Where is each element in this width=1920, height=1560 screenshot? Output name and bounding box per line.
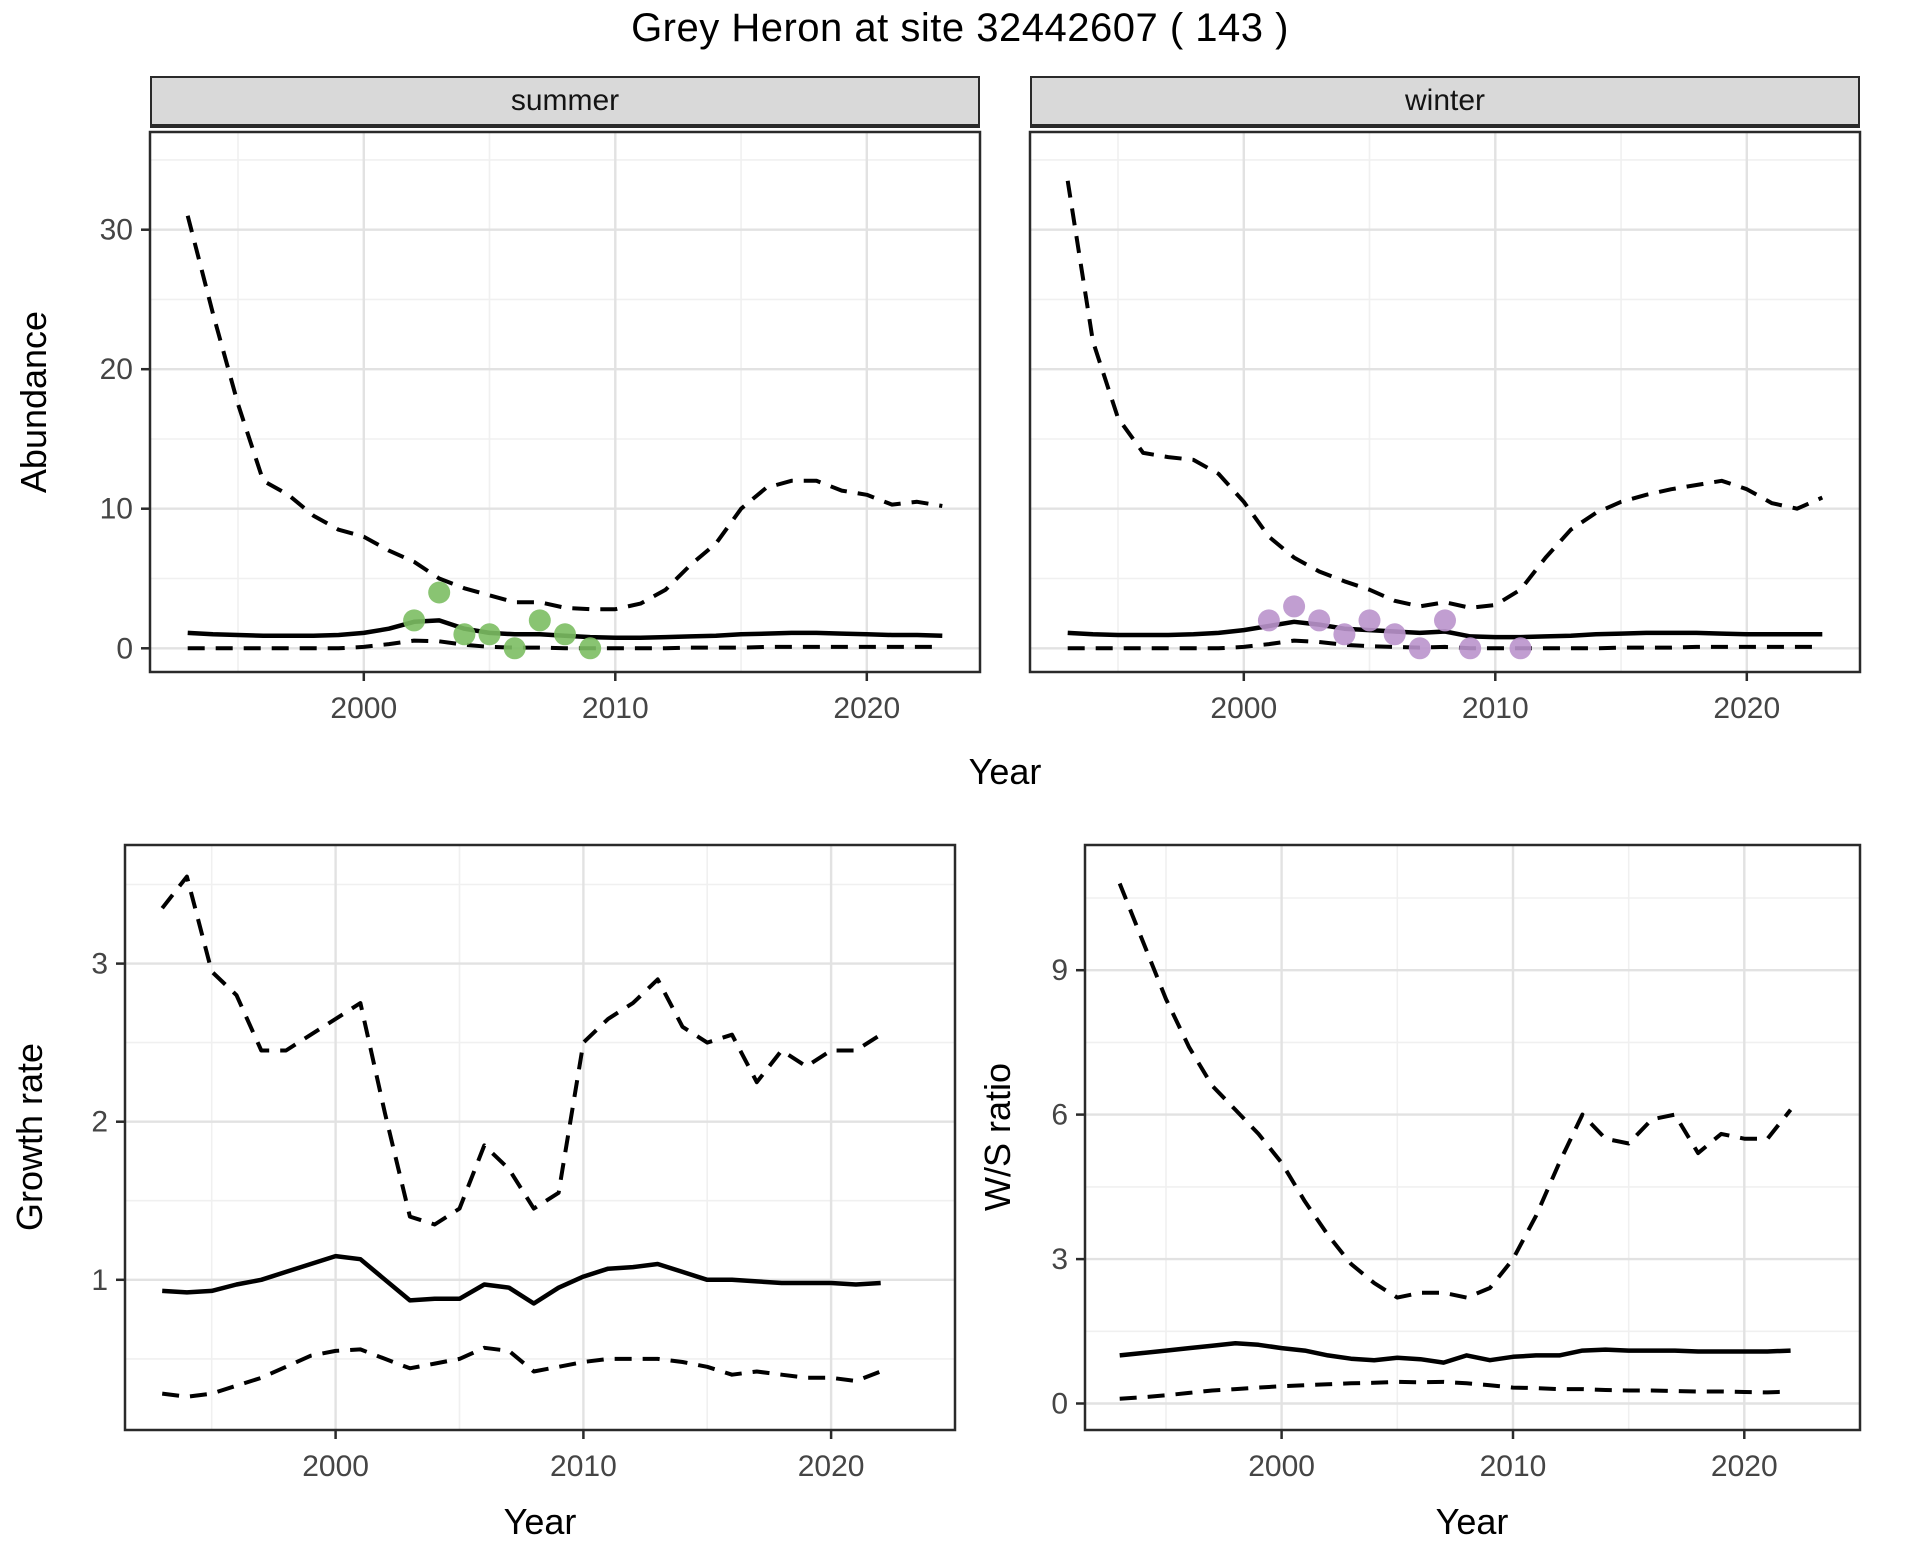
panel-ws-ratio: 2000 2010 2020 0 3 6 9 xyxy=(1051,843,1862,1483)
data-point xyxy=(428,581,451,604)
data-point xyxy=(1434,609,1456,632)
page-title: Grey Heron at site 32442607 ( 143 ) xyxy=(631,6,1289,50)
y-tick-label: 3 xyxy=(91,948,108,981)
data-point xyxy=(1509,637,1532,660)
y-tick-label: 3 xyxy=(1051,1243,1068,1276)
axis-ticks xyxy=(141,228,869,681)
ci-lower-line xyxy=(1067,638,1823,651)
panel-background xyxy=(150,132,980,672)
y-tick-label: 30 xyxy=(100,214,133,247)
observed-counts-summer xyxy=(403,581,602,660)
y-tick-label: 9 xyxy=(1051,954,1068,987)
y-tick-label: 0 xyxy=(116,632,133,665)
data-point xyxy=(1333,623,1356,646)
data-point xyxy=(1459,637,1482,660)
axis-ticks xyxy=(1242,672,1749,681)
y-tick-label: 2 xyxy=(91,1106,108,1139)
facet-strip-label: winter xyxy=(1404,84,1486,117)
x-tick-label: 2010 xyxy=(582,692,649,725)
panel-background xyxy=(1030,132,1860,672)
x-tick-label: 2000 xyxy=(302,1450,369,1483)
data-point xyxy=(554,623,576,646)
x-axis-title-year-top: Year xyxy=(968,751,1042,792)
panel-background xyxy=(1085,845,1860,1430)
panel-border xyxy=(1028,130,1862,674)
gridlines-major xyxy=(125,845,955,1430)
panel-background xyxy=(125,845,955,1430)
x-axis-title-year-ws: Year xyxy=(1435,1501,1509,1542)
panel-border xyxy=(148,130,982,674)
data-point xyxy=(1358,609,1381,632)
x-tick-label: 2020 xyxy=(1711,1450,1778,1483)
y-tick-label: 0 xyxy=(1051,1388,1068,1421)
observed-counts-winter xyxy=(1257,595,1532,660)
data-point xyxy=(478,623,501,646)
data-point xyxy=(1383,623,1406,646)
median-line xyxy=(162,1253,881,1306)
y-tick-label: 6 xyxy=(1051,1099,1068,1132)
x-tick-label: 2020 xyxy=(833,692,900,725)
panel-growth-rate: 2000 2010 2020 1 2 3 xyxy=(91,843,957,1483)
gridlines-minor xyxy=(150,132,980,672)
data-point xyxy=(528,609,551,632)
gridlines-major xyxy=(1085,845,1860,1430)
y-tick-label: 20 xyxy=(100,353,133,386)
data-point xyxy=(1257,609,1280,632)
data-point xyxy=(579,637,602,660)
data-point xyxy=(1283,595,1306,618)
facet-strip-summer: summer xyxy=(150,76,980,128)
ci-upper-line xyxy=(160,874,882,1227)
x-tick-label: 2020 xyxy=(1713,692,1780,725)
axis-ticks xyxy=(116,962,833,1439)
ci-upper-line xyxy=(1065,180,1824,610)
x-tick-label: 2010 xyxy=(550,1450,617,1483)
gridlines-minor xyxy=(1085,845,1860,1430)
x-tick-label: 2000 xyxy=(1248,1450,1315,1483)
panel-border xyxy=(1083,843,1862,1432)
facet-strip-label: summer xyxy=(510,84,620,117)
x-tick-label: 2010 xyxy=(1462,692,1529,725)
ci-upper-line xyxy=(185,215,943,612)
ci-upper-line xyxy=(1117,882,1793,1300)
facet-strip-winter: winter xyxy=(1030,76,1860,128)
data-point xyxy=(1408,637,1431,660)
gridlines-minor xyxy=(125,845,955,1430)
ci-lower-line xyxy=(1119,1379,1791,1401)
x-tick-label: 2010 xyxy=(1480,1450,1547,1483)
data-point xyxy=(453,623,476,646)
median-line xyxy=(1067,619,1823,640)
data-point xyxy=(403,609,426,632)
y-tick-label: 1 xyxy=(91,1264,108,1297)
panel-abundance-winter: 2000 2010 2020 xyxy=(1028,130,1862,725)
x-axis-title-year-growth: Year xyxy=(503,1501,577,1542)
y-tick-label: 10 xyxy=(100,493,133,526)
ci-lower-line xyxy=(161,1345,882,1399)
gridlines-minor xyxy=(1030,132,1860,672)
x-tick-label: 2000 xyxy=(1210,692,1277,725)
axis-ticks xyxy=(1076,968,1746,1439)
panel-abundance-summer: 2000 2010 2020 0 10 20 30 xyxy=(100,130,982,725)
data-point xyxy=(1308,609,1331,632)
panel-border xyxy=(123,843,957,1432)
ci-lower-line xyxy=(187,638,943,651)
data-point xyxy=(503,637,526,660)
median-line xyxy=(1119,1341,1791,1365)
x-tick-label: 2020 xyxy=(798,1450,865,1483)
x-tick-label: 2000 xyxy=(330,692,397,725)
